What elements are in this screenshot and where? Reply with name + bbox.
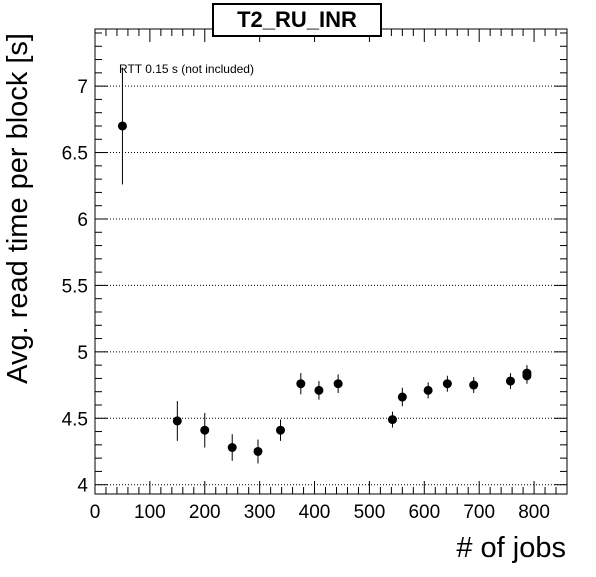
x-tick-label: 800	[518, 502, 550, 523]
y-tick-label: 6.5	[62, 144, 88, 165]
data-point	[469, 380, 479, 390]
data-point	[200, 425, 210, 435]
data-point	[227, 443, 237, 452]
x-tick-label: 200	[189, 502, 221, 523]
chart-title: T2_RU_INR	[212, 3, 382, 37]
data-point	[314, 385, 324, 395]
data-point	[397, 392, 407, 402]
data-point	[296, 379, 306, 389]
x-axis-title: # of jobs	[456, 532, 566, 564]
x-tick-label: 600	[408, 502, 440, 523]
y-tick-label: 5.5	[62, 276, 88, 297]
x-tick-label: 700	[463, 502, 495, 523]
data-point	[522, 368, 532, 378]
y-tick-label: 5	[77, 343, 88, 364]
data-point	[505, 376, 515, 386]
y-tick-label: 6	[77, 210, 88, 231]
x-tick-label: 400	[299, 502, 331, 523]
data-point	[442, 379, 452, 389]
x-tick-label: 100	[134, 502, 166, 523]
data-point	[117, 121, 127, 131]
plot-frame	[94, 28, 568, 495]
data-point	[276, 425, 286, 435]
y-tick-label: 4.5	[62, 409, 88, 430]
data-point	[253, 446, 263, 456]
x-tick-label: 0	[90, 502, 101, 523]
y-axis-title: Avg. read time per block [s]	[2, 33, 34, 384]
data-point	[333, 379, 343, 389]
y-tick-label: 7	[77, 77, 88, 98]
data-point	[423, 385, 433, 395]
x-tick-label: 500	[354, 502, 386, 523]
data-point	[387, 415, 397, 425]
data-point	[172, 416, 182, 426]
y-tick-label: 4	[77, 476, 88, 497]
annotation-rtt: RTT 0.15 s (not included)	[119, 62, 254, 76]
x-tick-label: 300	[244, 502, 276, 523]
